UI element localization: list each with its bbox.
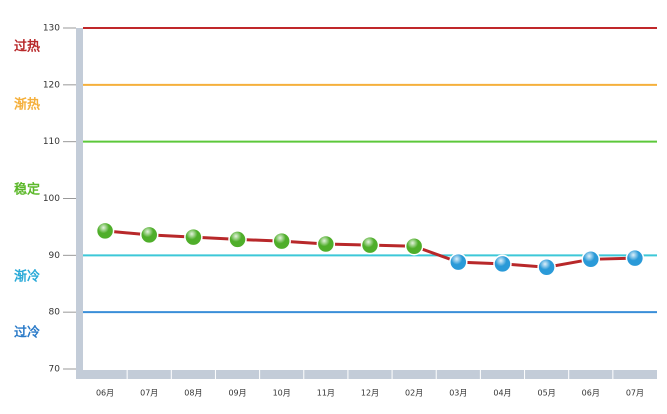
point (228, 230, 247, 249)
point-shine (97, 222, 114, 239)
x-tick-label: 06月 (582, 389, 600, 398)
x-tick-label: 12月 (361, 389, 379, 398)
point (95, 221, 115, 241)
y-axis-bar (76, 28, 83, 378)
point-shine (538, 259, 555, 276)
y-tick-label: 100 (43, 194, 60, 204)
point (316, 234, 336, 254)
x-tick-label: 06月 (96, 389, 114, 398)
point (404, 236, 424, 256)
point (272, 231, 291, 251)
x-tick-label: 02月 (405, 389, 423, 398)
point (537, 258, 556, 277)
point (184, 227, 203, 247)
y-tick-label: 130 (43, 24, 60, 34)
point-shine (141, 226, 158, 243)
x-tick-label: 10月 (273, 389, 291, 398)
point-shine (229, 231, 246, 248)
point (449, 252, 468, 272)
y-tick-label: 120 (43, 80, 60, 90)
point (625, 248, 645, 268)
y-tick-label: 110 (43, 137, 60, 147)
point (139, 225, 159, 245)
zone-label: 渐热 (14, 97, 40, 113)
zone-label: 稳定 (14, 182, 40, 198)
x-axis-bar (76, 370, 657, 379)
point-shine (362, 237, 378, 254)
zone-label: 过冷 (14, 325, 40, 341)
point-shine (494, 255, 511, 272)
zone-label: 渐冷 (14, 269, 40, 285)
y-tick-label: 90 (49, 251, 61, 261)
y-tick-label: 70 (49, 365, 61, 375)
point-shine (185, 229, 202, 246)
point-shine (450, 254, 467, 271)
x-tick-label: 03月 (449, 389, 467, 398)
x-tick-label: 04月 (493, 389, 511, 398)
x-tick-label: 07月 (626, 389, 644, 398)
x-tick-label: 07月 (140, 389, 158, 398)
point (493, 254, 512, 274)
point-shine (582, 251, 599, 268)
point-shine (273, 233, 290, 250)
point-shine (406, 238, 423, 255)
point (581, 250, 601, 269)
y-tick-label: 80 (49, 308, 61, 318)
x-tick-label: 08月 (184, 389, 202, 398)
x-tick-label: 11月 (317, 389, 335, 398)
point-shine (317, 235, 334, 252)
zone-label: 过热 (14, 39, 40, 55)
point-shine (626, 250, 643, 267)
point (360, 235, 380, 255)
x-tick-label: 09月 (228, 389, 246, 398)
x-tick-label: 05月 (538, 389, 556, 398)
